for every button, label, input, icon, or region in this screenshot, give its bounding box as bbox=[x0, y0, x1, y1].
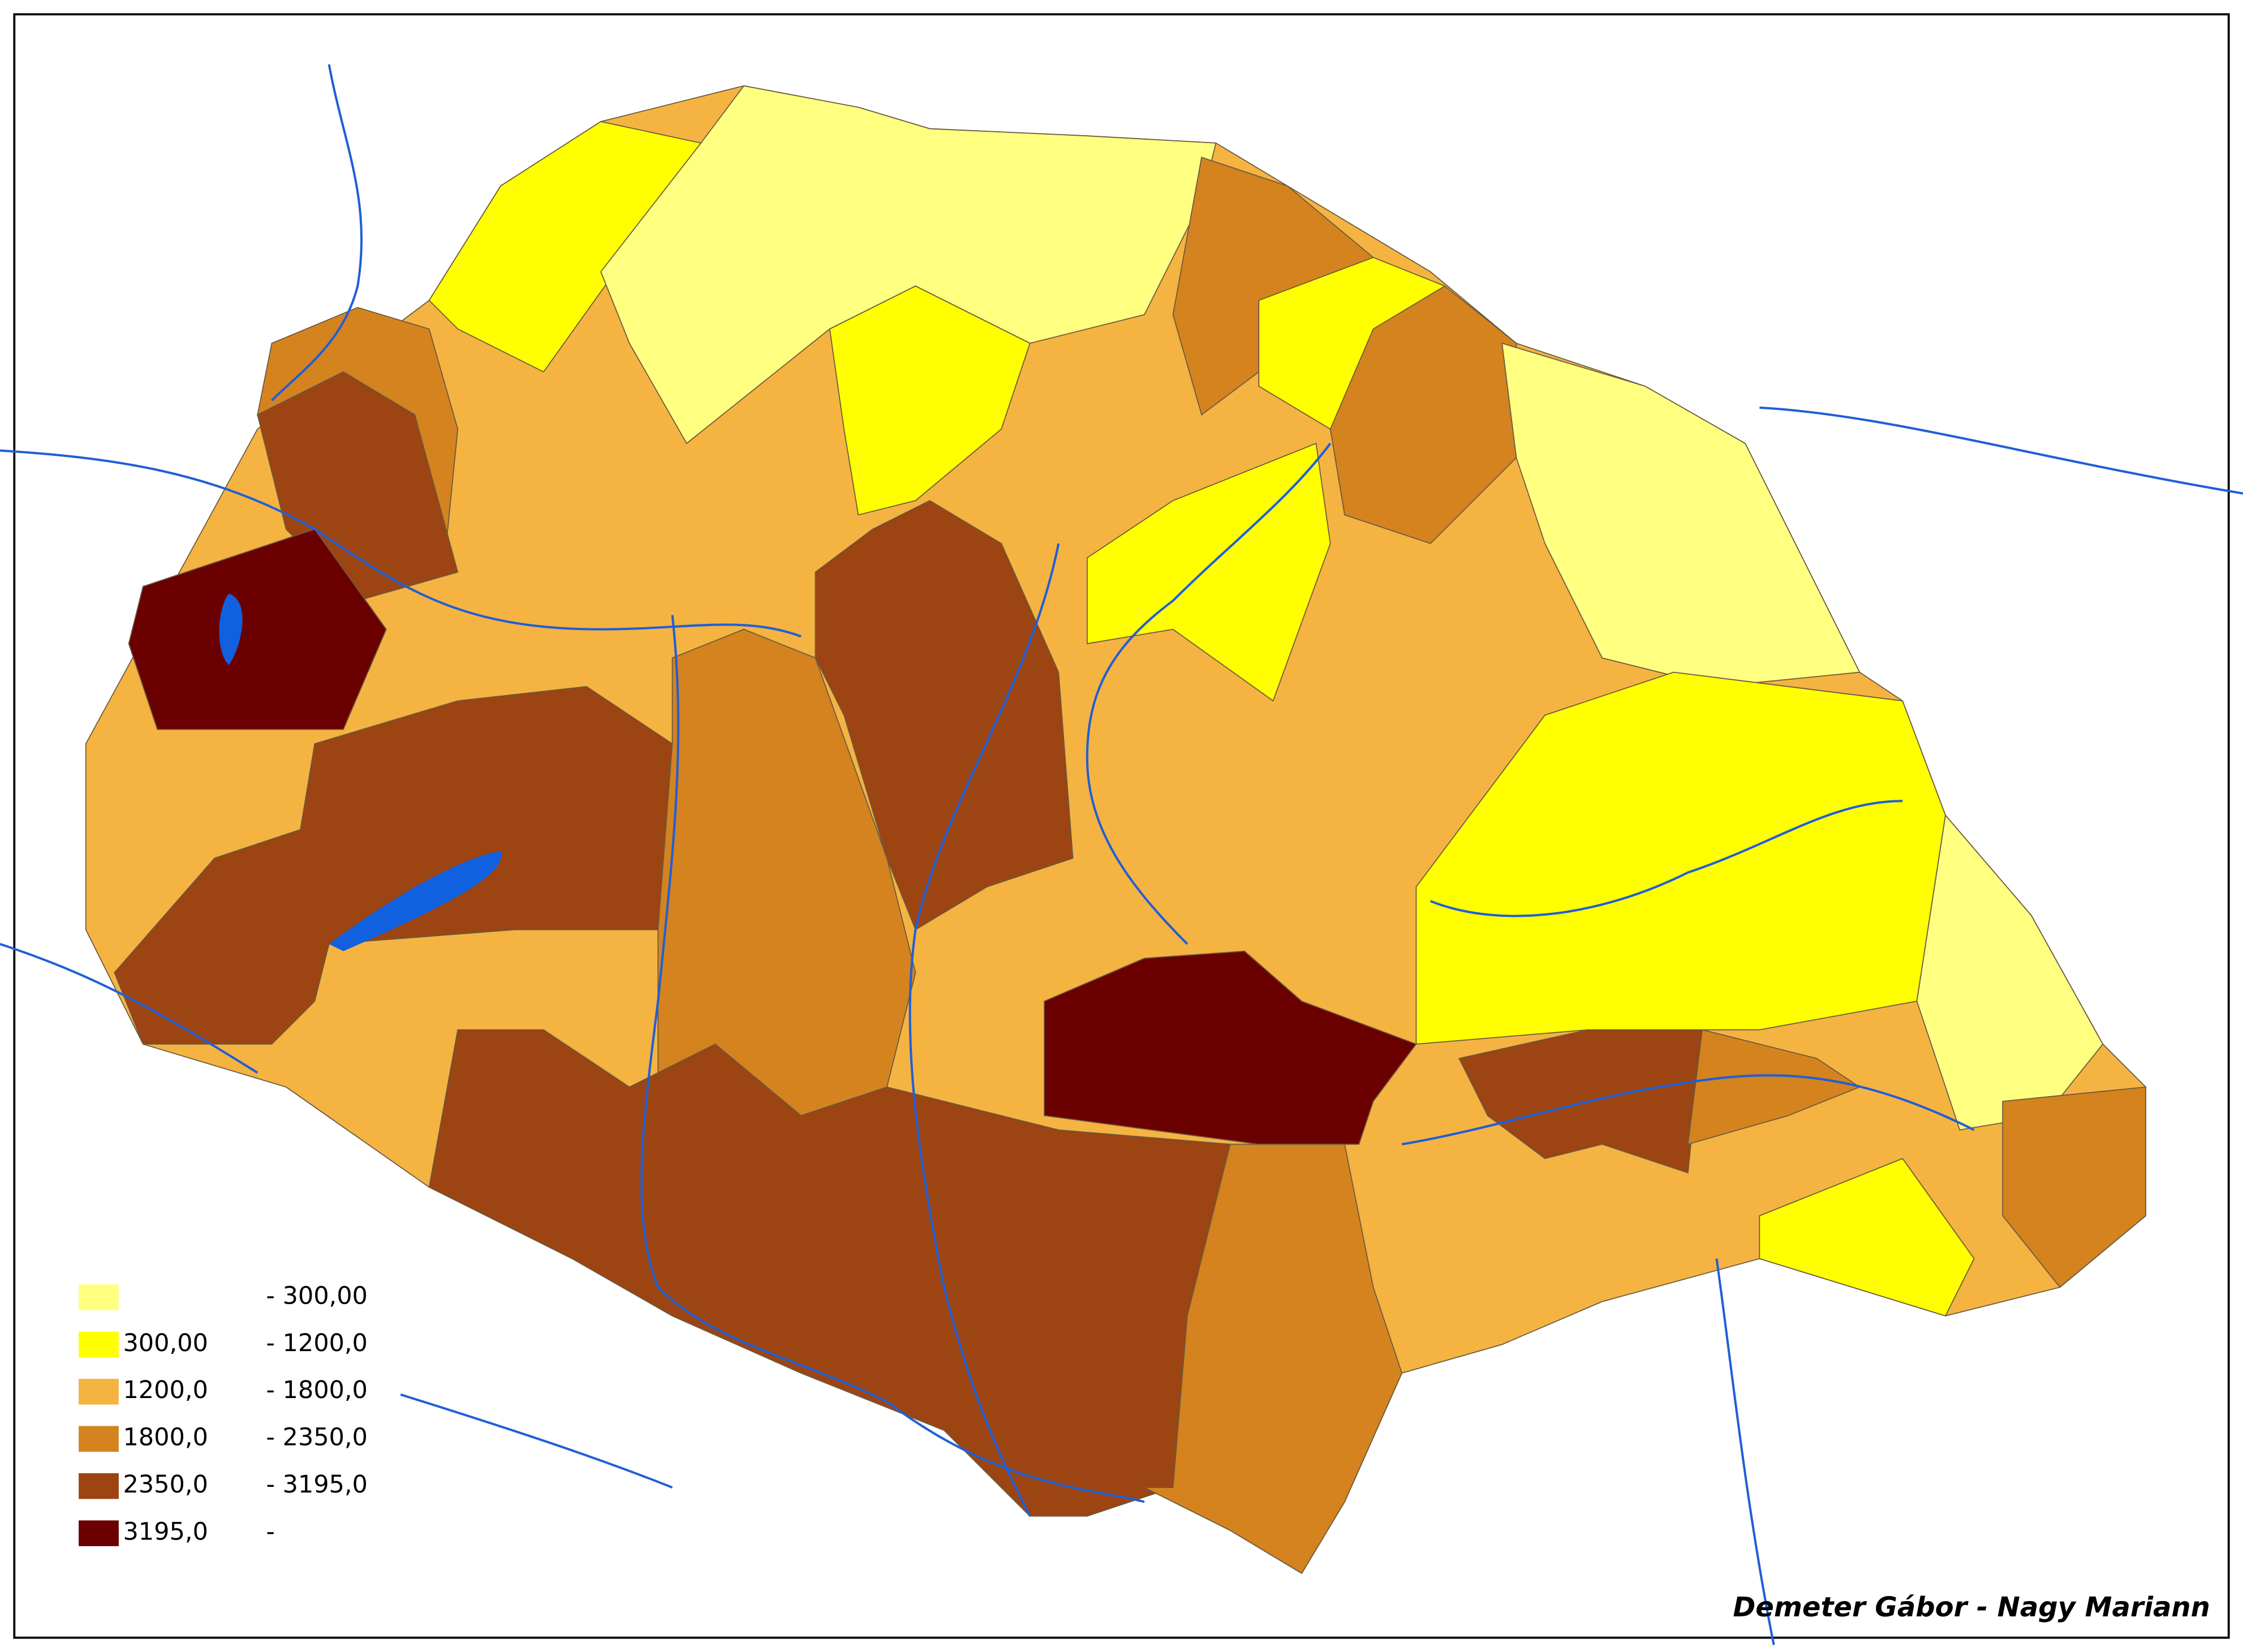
legend-swatch bbox=[79, 1426, 119, 1452]
river bbox=[400, 1393, 673, 1489]
legend-to: - bbox=[266, 1518, 275, 1546]
region bbox=[1759, 1158, 1975, 1317]
credit: Demeter Gábor - Nagy Mariann bbox=[1733, 1591, 2210, 1623]
region bbox=[1144, 1144, 1403, 1575]
region bbox=[2002, 1086, 2146, 1288]
legend-swatch bbox=[79, 1284, 119, 1310]
river bbox=[909, 543, 1060, 1517]
river bbox=[0, 943, 259, 1074]
legend-to: - 1800,0 bbox=[266, 1376, 368, 1404]
frame bbox=[13, 13, 2230, 1639]
region bbox=[1044, 950, 1417, 1145]
region bbox=[1329, 285, 1517, 545]
legend-to: - 3195,0 bbox=[266, 1470, 368, 1499]
river bbox=[640, 615, 1145, 1503]
river bbox=[1401, 1074, 1975, 1146]
river bbox=[271, 64, 363, 402]
legend-to: - 300,00 bbox=[266, 1282, 368, 1310]
region bbox=[1687, 1029, 1861, 1145]
river bbox=[1430, 800, 1903, 917]
lake bbox=[219, 593, 243, 665]
region bbox=[114, 686, 673, 1045]
river bbox=[1759, 406, 2243, 495]
legend-from: 1200,0 bbox=[123, 1376, 208, 1404]
water bbox=[0, 64, 2243, 1645]
region bbox=[1415, 671, 1946, 1045]
legend-from: 2350,0 bbox=[123, 1470, 208, 1499]
legend-to: - 2350,0 bbox=[266, 1424, 368, 1452]
legend-to: - 1200,0 bbox=[266, 1329, 368, 1357]
river bbox=[1715, 1258, 1775, 1645]
legend-from: 3195,0 bbox=[123, 1518, 208, 1546]
regions bbox=[85, 85, 2146, 1575]
legend-from: 300,00 bbox=[123, 1329, 208, 1357]
region bbox=[1086, 442, 1331, 702]
region bbox=[829, 285, 1031, 516]
legend-swatch bbox=[79, 1378, 119, 1405]
legend-swatch bbox=[79, 1331, 119, 1358]
legend-from: 1800,0 bbox=[123, 1424, 208, 1452]
river bbox=[0, 449, 802, 638]
legend-swatch bbox=[79, 1473, 119, 1499]
region bbox=[815, 500, 1074, 931]
legend: - 300,00 300,00 - 1200,0 1200,0 - 1800,0 1800… bbox=[79, 1282, 368, 1546]
lake bbox=[329, 851, 502, 951]
river bbox=[1086, 442, 1332, 945]
legend-swatch bbox=[79, 1520, 119, 1546]
